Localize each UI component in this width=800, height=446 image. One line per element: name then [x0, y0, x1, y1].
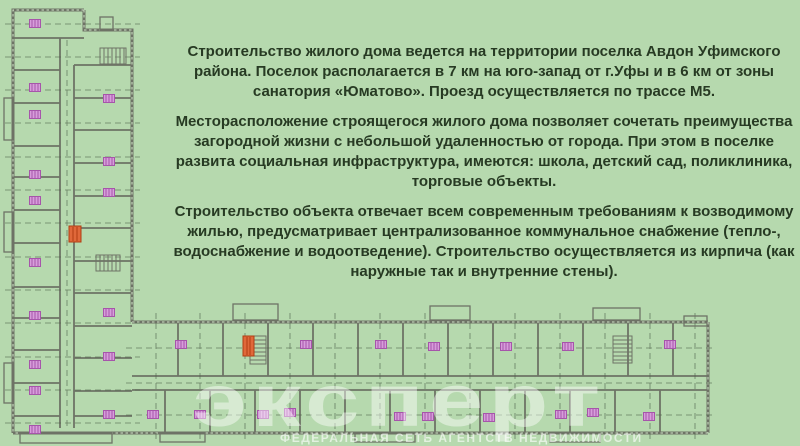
plan-wall-hatching: [12, 9, 709, 434]
plan-balconies: [3, 16, 708, 444]
watermark-brand: эксперт: [193, 359, 606, 442]
property-description: Строительство жилого дома ведется на тер…: [170, 42, 798, 292]
description-paragraph-construction: Строительство объекта отвечает всем совр…: [173, 203, 795, 280]
plan-interior-walls-bottom-wing: [132, 322, 708, 433]
plan-axis-lines: [5, 23, 714, 441]
watermark-tagline: ФЕДЕРАЛЬНАЯ СЕТЬ АГЕНТСТВ НЕДВИЖИМОСТИ: [280, 431, 643, 445]
description-paragraph-location: Строительство жилого дома ведется на тер…: [187, 43, 781, 100]
highlighted-unit: [68, 225, 255, 357]
description-paragraph-infrastructure: Месторасположение строящегося жилого дом…: [175, 113, 793, 190]
stairs-icon: [95, 47, 633, 365]
